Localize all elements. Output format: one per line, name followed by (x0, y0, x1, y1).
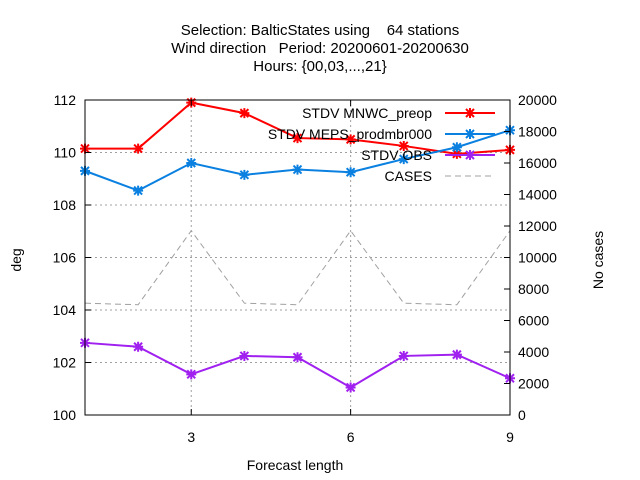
data-point-stdv-obs (133, 341, 144, 352)
y2-tick-label: 12000 (518, 218, 557, 234)
data-point-stdv-meps-prodmbr000 (345, 167, 356, 178)
legend-marker-stdv-mnwc-preop (465, 108, 475, 118)
legend-label-stdv-mnwc-preop: STDV MNWC_preop (302, 105, 432, 121)
legend-marker-stdv-obs (465, 150, 475, 160)
y2-tick-label: 18000 (518, 124, 557, 140)
data-point-stdv-meps-prodmbr000 (186, 158, 197, 168)
y2-tick-label: 20000 (518, 92, 557, 108)
y2-axis-label: No cases (590, 231, 606, 289)
data-point-stdv-mnwc-preop (292, 133, 303, 144)
data-point-stdv-obs (398, 350, 409, 361)
y-tick-label: 110 (54, 145, 77, 161)
x-tick-label: 6 (347, 429, 355, 445)
legend-label-cases: CASES (385, 168, 432, 184)
data-point-stdv-obs (345, 382, 356, 393)
series-layer (80, 97, 515, 393)
data-point-stdv-mnwc-preop (133, 143, 144, 154)
data-point-stdv-obs (239, 350, 250, 361)
legend: STDV MNWC_preop STDV MEPS_prodmbr000 STDV … (268, 105, 495, 184)
title-line-1: Selection: BalticStates using 64 station… (181, 22, 460, 39)
title-line-3: Hours: {00,03,...,21} (253, 58, 386, 75)
y-axis-label: deg (8, 248, 24, 271)
y2-tick-label: 4000 (518, 344, 549, 360)
x-tick-label: 3 (187, 429, 195, 445)
data-point-stdv-meps-prodmbr000 (451, 142, 462, 153)
y-tick-label: 112 (54, 92, 77, 108)
data-point-stdv-mnwc-preop (398, 140, 409, 151)
data-point-stdv-mnwc-preop (345, 134, 356, 145)
chart-title: Selection: BalticStates using 64 station… (171, 22, 469, 75)
data-point-stdv-meps-prodmbr000 (398, 154, 409, 165)
grid (85, 100, 510, 415)
data-point-stdv-mnwc-preop (451, 148, 462, 159)
y2-tick-label: 10000 (518, 250, 557, 266)
data-point-stdv-meps-prodmbr000 (239, 169, 250, 180)
series-line-cases (84, 229, 511, 306)
y2-tick-label: 2000 (518, 376, 549, 392)
y-tick-label: 108 (53, 197, 77, 213)
legend-label-stdv-obs: STDV OBS (361, 147, 432, 163)
data-point-stdv-meps-prodmbr000 (133, 185, 144, 196)
y2-tick-label: 14000 (518, 187, 557, 203)
legend-label-stdv-meps-prodmbr000: STDV MEPS_prodmbr000 (268, 126, 432, 142)
data-point-stdv-obs (186, 369, 197, 380)
data-point-stdv-meps-prodmbr000 (292, 164, 303, 175)
data-point-stdv-mnwc-preop (239, 108, 250, 119)
data-point-stdv-obs (292, 352, 303, 363)
y2-tick-label: 8000 (518, 281, 549, 297)
y2-tick-label: 6000 (518, 313, 549, 329)
legend-marker-stdv-meps-prodmbr000 (465, 129, 475, 139)
y-tick-label: 100 (53, 407, 77, 423)
data-point-stdv-obs (451, 349, 462, 360)
axis-ticks: 100 102 104 106 108 110 112 3 6 90 2000 4000 6000 800… (53, 92, 558, 445)
series-line-stdv-obs (84, 341, 511, 389)
y2-tick-label: 16000 (518, 155, 557, 171)
y2-tick-label: 0 (518, 407, 526, 423)
y-tick-label: 104 (53, 302, 77, 318)
y-tick-label: 106 (53, 250, 77, 266)
title-line-2: Wind direction Period: 20200601-20200630 (171, 40, 469, 57)
y-tick-label: 102 (53, 355, 77, 371)
x-tick-label: 9 (506, 429, 514, 445)
x-axis-label: Forecast length (247, 457, 344, 473)
